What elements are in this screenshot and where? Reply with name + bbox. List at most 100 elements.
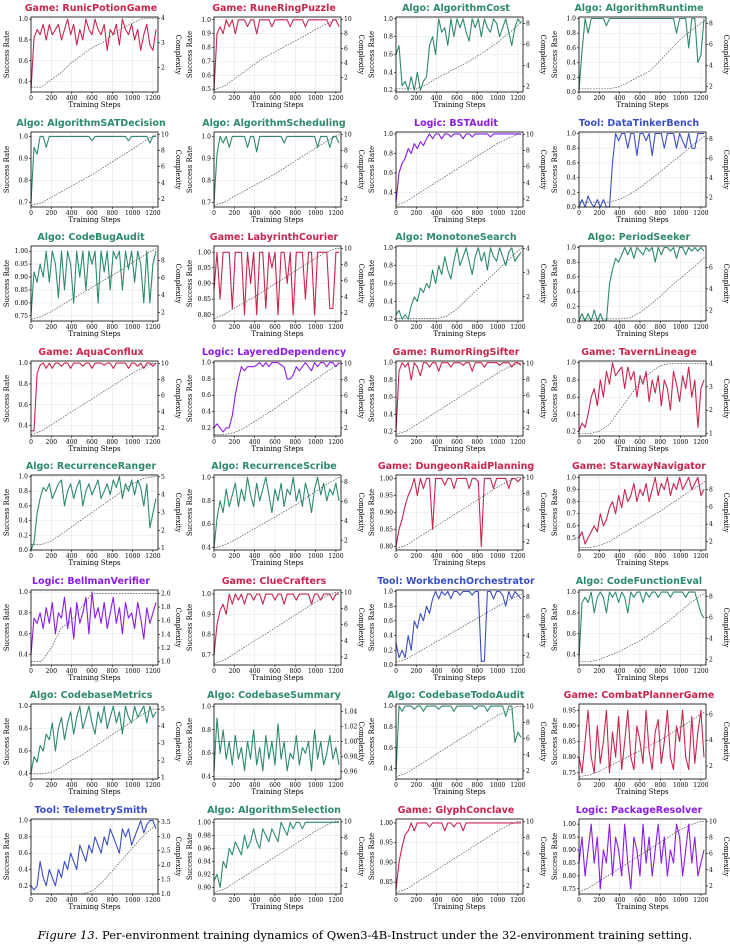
x-tick-label: 600 bbox=[451, 553, 463, 560]
x-tick-label: 1000 bbox=[125, 210, 140, 217]
y-tick-label: 1.0 bbox=[18, 16, 28, 23]
complexity-line bbox=[578, 480, 705, 548]
y-axis-label: Success Rate bbox=[368, 374, 376, 421]
success-rate-line bbox=[212, 476, 340, 548]
y-axis-label: Success Rate bbox=[3, 31, 11, 78]
y-tick-label: 1.0 bbox=[18, 360, 28, 367]
x-tick-label: 400 bbox=[248, 782, 260, 789]
x-tick-label: 1200 bbox=[328, 897, 343, 904]
chart-title: Game: ClueCrafters bbox=[221, 576, 326, 587]
y2-tick-label: 1.00 bbox=[344, 739, 358, 746]
y-tick-label: 1.0 bbox=[201, 474, 211, 481]
y-tick-label: 1.0 bbox=[566, 359, 576, 366]
x-tick-label: 800 bbox=[654, 439, 666, 446]
plot-frame bbox=[30, 818, 159, 894]
x-tick-label: 0 bbox=[577, 897, 581, 904]
x-tick-label: 800 bbox=[289, 210, 301, 217]
y-tick-label: 0.95 bbox=[562, 707, 576, 714]
x-tick-label: 600 bbox=[269, 95, 281, 102]
chart-panel: Game: GlyphConclave 0 200 400 600 800 1000 1200… bbox=[365, 802, 547, 917]
x-tick-label: 800 bbox=[289, 439, 301, 446]
y2-tick-label: 4 bbox=[161, 492, 165, 499]
y2-tick-label: 6 bbox=[709, 41, 713, 48]
y-tick-label: 0.80 bbox=[15, 300, 29, 307]
y2-tick-label: 6 bbox=[709, 711, 713, 718]
y2-tick-label: 8 bbox=[526, 147, 530, 154]
x-tick-label: 1000 bbox=[490, 95, 505, 102]
y2-tick-label: 8 bbox=[344, 834, 348, 841]
y-tick-label: 1.0 bbox=[383, 588, 393, 595]
y2-tick-label: 10 bbox=[344, 589, 352, 596]
plot-frame bbox=[30, 360, 159, 436]
plot-frame bbox=[395, 703, 524, 780]
y-tick-label: 0.8 bbox=[201, 177, 211, 184]
chart-svg: Game: StarwayNavigator 0 200 400 600 800 1000 1… bbox=[551, 461, 730, 567]
y-tick-label: 1.0 bbox=[566, 474, 576, 481]
y2-tick-label: 1 bbox=[161, 774, 165, 781]
x-axis-label: Training Steps bbox=[616, 674, 669, 682]
x-tick-label: 1200 bbox=[145, 782, 160, 789]
plot-frame bbox=[395, 360, 524, 436]
y2-tick-label: 4 bbox=[344, 866, 348, 873]
success-rate-line bbox=[395, 821, 521, 890]
x-tick-label: 200 bbox=[228, 95, 240, 102]
x-tick-label: 1000 bbox=[307, 324, 322, 331]
success-rate-line bbox=[395, 477, 522, 548]
x-tick-label: 1200 bbox=[328, 782, 343, 789]
x-tick-label: 400 bbox=[431, 324, 443, 331]
complexity-line bbox=[213, 362, 340, 435]
y-tick-label: 0.2 bbox=[383, 316, 393, 323]
y-tick-label: 0.8 bbox=[566, 376, 576, 383]
y-tick-label: 0.85 bbox=[380, 879, 394, 886]
x-tick-label: 0 bbox=[394, 553, 398, 560]
y2-axis-label: Complexity bbox=[174, 378, 182, 418]
x-tick-label: 600 bbox=[451, 782, 463, 789]
y2-tick-label: 4 bbox=[161, 15, 165, 22]
success-rate-line bbox=[578, 476, 704, 545]
x-tick-label: 600 bbox=[634, 439, 646, 446]
x-tick-label: 200 bbox=[593, 553, 605, 560]
y-tick-label: 1.0 bbox=[566, 15, 576, 22]
x-tick-label: 400 bbox=[248, 210, 260, 217]
x-tick-label: 1000 bbox=[125, 439, 140, 446]
y2-tick-label: 3 bbox=[161, 510, 165, 517]
y-tick-label: 0.2 bbox=[566, 74, 576, 81]
y2-tick-label: 6 bbox=[344, 45, 348, 52]
y-axis-label: Success Rate bbox=[186, 489, 194, 536]
x-tick-label: 1200 bbox=[145, 553, 160, 560]
plot-frame bbox=[30, 16, 159, 93]
y-tick-label: 1.0 bbox=[566, 130, 576, 137]
y-axis-label: Success Rate bbox=[368, 31, 376, 78]
y-tick-label: 0.75 bbox=[562, 770, 576, 777]
y-tick-label: 1.0 bbox=[566, 589, 576, 596]
y2-tick-label: 8 bbox=[526, 593, 530, 600]
x-tick-label: 200 bbox=[228, 439, 240, 446]
x-tick-label: 0 bbox=[212, 95, 216, 102]
success-rate-line bbox=[577, 132, 704, 208]
x-tick-label: 1000 bbox=[672, 439, 687, 446]
y-tick-label: 0.6 bbox=[18, 503, 28, 510]
y2-axis-label: Complexity bbox=[539, 607, 547, 647]
y-tick-label: 0.80 bbox=[197, 312, 211, 319]
y2-tick-label: 6 bbox=[344, 163, 348, 170]
success-rate-line bbox=[212, 593, 339, 655]
x-tick-label: 0 bbox=[29, 553, 33, 560]
y-axis-label: Success Rate bbox=[551, 374, 559, 421]
y-tick-label: 0.6 bbox=[201, 392, 211, 399]
y2-tick-label: 1.02 bbox=[344, 724, 358, 731]
x-tick-label: 0 bbox=[394, 668, 398, 675]
y2-axis-label: Complexity bbox=[357, 607, 365, 647]
y2-tick-label: 6 bbox=[526, 736, 530, 743]
y-tick-label: 0.8 bbox=[383, 724, 393, 731]
y2-tick-label: 8 bbox=[344, 605, 348, 612]
chart-panel: Game: RunicPotionGame 0 200 400 600 800 1000 12… bbox=[0, 0, 182, 115]
y2-tick-label: 2 bbox=[526, 195, 530, 202]
success-rate-line bbox=[395, 590, 522, 662]
success-rate-line bbox=[577, 709, 705, 774]
y2-axis-label: Complexity bbox=[174, 149, 182, 189]
y2-axis-label: Complexity bbox=[539, 378, 547, 418]
y-tick-label: 0.8 bbox=[18, 380, 28, 387]
x-tick-label: 1000 bbox=[490, 210, 505, 217]
x-tick-label: 200 bbox=[228, 324, 240, 331]
y2-tick-label: 0.98 bbox=[344, 754, 358, 761]
